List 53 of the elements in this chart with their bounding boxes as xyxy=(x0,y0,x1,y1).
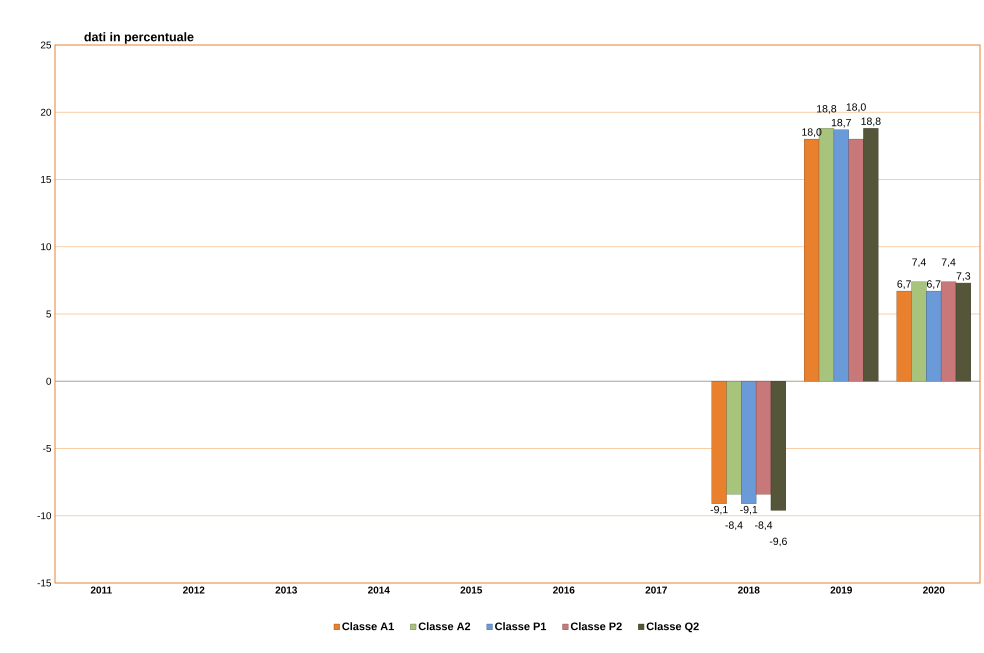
x-tick-label: 2017 xyxy=(646,586,667,594)
legend-label: Classe P2 xyxy=(570,622,622,630)
data-label: -9,1 xyxy=(710,506,728,514)
y-tick-label: -15 xyxy=(38,580,52,586)
data-label: 6,7 xyxy=(927,280,940,289)
bar xyxy=(940,282,956,382)
x-tick-label: 2016 xyxy=(553,586,574,594)
chart-title: dati in percentuale xyxy=(84,32,194,44)
bar xyxy=(863,128,878,382)
x-tick-label: 2011 xyxy=(90,586,112,594)
bar xyxy=(911,282,927,382)
bar xyxy=(726,381,742,494)
x-tick-label: 2013 xyxy=(276,586,297,594)
x-tick-label: 2014 xyxy=(368,586,390,594)
data-label: 18,8 xyxy=(861,118,881,126)
bar xyxy=(834,130,849,382)
y-tick-label: 10 xyxy=(41,243,52,250)
data-label: -8,4 xyxy=(755,521,772,530)
bar xyxy=(712,381,727,504)
bar xyxy=(848,138,864,382)
y-tick-label: 15 xyxy=(41,176,52,183)
y-tick-label: 25 xyxy=(40,41,52,49)
legend-label: Classe P1 xyxy=(495,622,546,630)
data-label: 7,4 xyxy=(942,258,956,268)
x-tick-label: 2015 xyxy=(460,586,482,594)
y-tick-label: -5 xyxy=(43,445,52,452)
data-label: 18,7 xyxy=(832,118,851,128)
bar xyxy=(896,290,912,382)
x-tick-label: 2020 xyxy=(923,586,944,594)
data-label: -9,6 xyxy=(770,538,787,546)
data-label: 6,7 xyxy=(897,280,911,289)
data-label: -9,1 xyxy=(740,506,758,514)
bar xyxy=(756,381,772,494)
bar xyxy=(804,138,820,382)
y-tick-label: 5 xyxy=(46,310,52,318)
bar xyxy=(770,381,786,511)
legend-label: Classe Q2 xyxy=(646,622,699,632)
data-label: 18,8 xyxy=(817,105,836,114)
data-label: 18,0 xyxy=(846,103,866,112)
y-tick-label: 20 xyxy=(40,108,52,116)
bar xyxy=(926,290,942,382)
data-label: 7,4 xyxy=(912,258,926,268)
data-label: 7,3 xyxy=(956,272,970,281)
bar xyxy=(956,282,971,382)
x-tick-label: 2012 xyxy=(183,586,204,594)
data-label: -8,4 xyxy=(725,521,743,530)
x-tick-label: 2019 xyxy=(830,586,852,594)
legend-label: Classe A1 xyxy=(342,622,394,630)
y-tick-label: 0 xyxy=(46,378,52,385)
legend-label: Classe A2 xyxy=(418,622,470,630)
y-tick-label: -10 xyxy=(38,512,52,520)
x-tick-label: 2018 xyxy=(738,586,760,594)
bar xyxy=(741,381,756,504)
